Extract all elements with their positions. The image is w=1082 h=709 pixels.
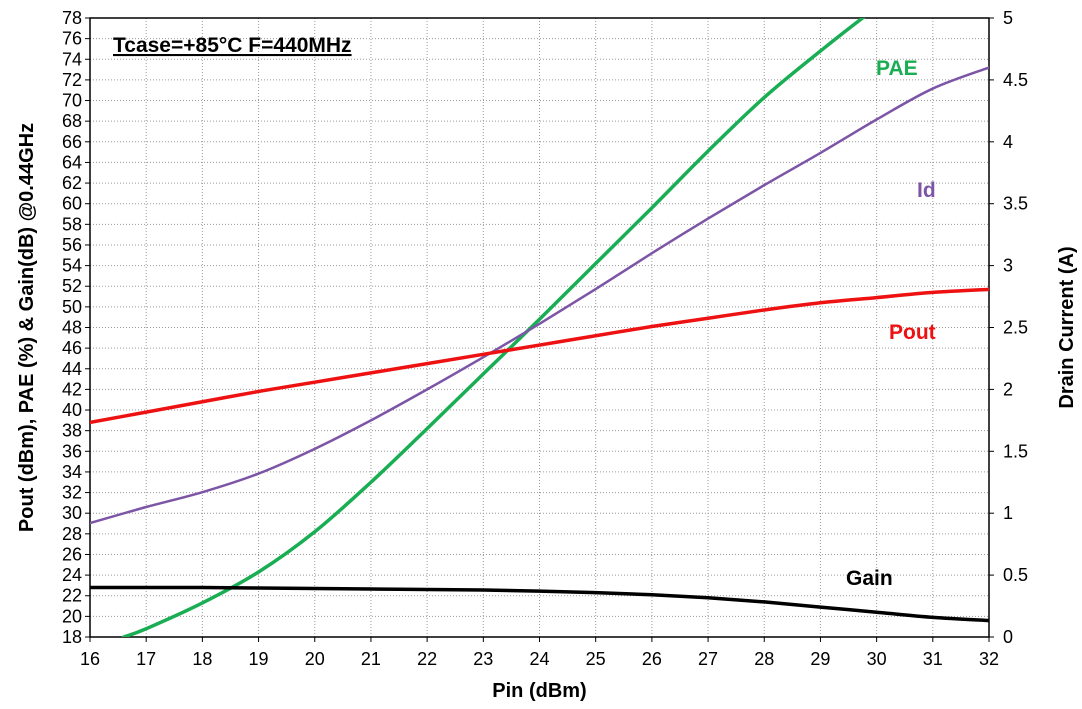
y-tick-label: 60 (62, 194, 82, 214)
x-axis-title: Pin (dBm) (492, 680, 586, 702)
x-tick-label: 31 (923, 649, 943, 669)
x-tick-label: 25 (586, 649, 606, 669)
x-tick-label: 23 (473, 649, 493, 669)
ticks: 16 17 18 19 20 21 22 23 24 25 26 27 28 29 30 31 32182022… (62, 8, 1028, 669)
y2-tick-label: 5 (1003, 8, 1013, 28)
series-line-gain (90, 585, 989, 623)
y2-tick-label: 3.5 (1003, 194, 1028, 214)
y-tick-label: 62 (62, 173, 82, 193)
y-tick-label: 76 (62, 29, 82, 49)
series-label-gain: Gain (846, 567, 893, 590)
x-tick-label: 30 (867, 649, 887, 669)
x-tick-label: 20 (305, 649, 325, 669)
y-tick-label: 22 (62, 586, 82, 606)
y-tick-label: 66 (62, 132, 82, 152)
x-tick-label: 28 (754, 649, 774, 669)
x-tick-label: 18 (192, 649, 212, 669)
y-tick-label: 44 (62, 359, 82, 379)
y-tick-label: 58 (62, 214, 82, 234)
y-tick-label: 30 (62, 503, 82, 523)
y-tick-label: 32 (62, 483, 82, 503)
series-label-pout: Pout (889, 321, 936, 344)
y2-tick-label: 1.5 (1003, 441, 1028, 461)
y2-tick-label: 4.5 (1003, 70, 1028, 90)
y2-tick-label: 0 (1003, 627, 1013, 647)
series-line-pae (121, 18, 866, 637)
y-tick-label: 48 (62, 318, 82, 338)
y-tick-label: 54 (62, 256, 82, 276)
series-line-id (90, 66, 989, 525)
y-tick-label: 56 (62, 235, 82, 255)
x-tick-label: 26 (642, 649, 662, 669)
y-tick-label: 26 (62, 544, 82, 564)
y2-tick-label: 2.5 (1003, 318, 1028, 338)
x-tick-label: 24 (529, 649, 549, 669)
y-tick-label: 40 (62, 400, 82, 420)
y-tick-label: 24 (62, 565, 82, 585)
y-axis-title: Pout (dBm), PAE (%) & Gain(dB) @0.44GHz (16, 123, 38, 532)
series-label-pae: PAE (876, 57, 918, 80)
y-tick-label: 52 (62, 276, 82, 296)
x-tick-label: 21 (361, 649, 381, 669)
y-tick-label: 72 (62, 70, 82, 90)
y-tick-label: 78 (62, 8, 82, 28)
x-tick-label: 27 (698, 649, 718, 669)
y-tick-label: 20 (62, 606, 82, 626)
condition-annotation: Tcase=+85°C F=440MHz (113, 34, 352, 57)
series-line-pout (90, 287, 989, 425)
grid (89, 17, 990, 638)
y-tick-label: 36 (62, 441, 82, 461)
series-lines (90, 18, 989, 637)
y-tick-label: 50 (62, 297, 82, 317)
y-tick-label: 74 (62, 49, 82, 69)
x-tick-label: 22 (417, 649, 437, 669)
series-label-id: Id (917, 179, 936, 202)
y-tick-label: 68 (62, 111, 82, 131)
y2-tick-label: 4 (1003, 132, 1013, 152)
y-tick-label: 64 (62, 152, 82, 172)
y2-tick-label: 1 (1003, 503, 1013, 523)
y-tick-label: 28 (62, 524, 82, 544)
y-tick-label: 34 (62, 462, 82, 482)
y2-tick-label: 2 (1003, 379, 1013, 399)
x-tick-label: 16 (80, 649, 100, 669)
y2-tick-label: 3 (1003, 256, 1013, 276)
y2-axis-title: Drain Current (A) (1056, 246, 1078, 408)
y-tick-label: 42 (62, 379, 82, 399)
y-tick-label: 70 (62, 91, 82, 111)
x-tick-label: 32 (979, 649, 999, 669)
y2-tick-label: 0.5 (1003, 565, 1028, 585)
x-tick-label: 19 (249, 649, 269, 669)
x-tick-label: 17 (136, 649, 156, 669)
y-tick-label: 46 (62, 338, 82, 358)
x-tick-label: 29 (810, 649, 830, 669)
y-tick-label: 38 (62, 421, 82, 441)
y-tick-label: 18 (62, 627, 82, 647)
